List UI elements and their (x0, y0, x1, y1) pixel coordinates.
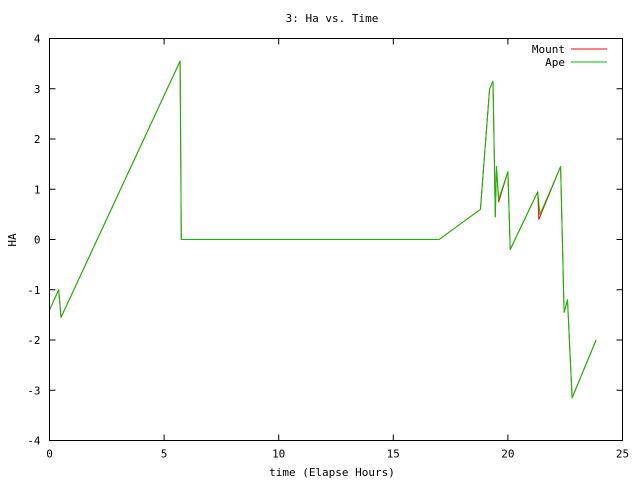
legend-label: Mount (532, 43, 565, 56)
y-tick-label: 4 (34, 33, 41, 46)
x-tick-label: 20 (501, 448, 514, 461)
y-tick-label: 3 (34, 83, 41, 96)
y-tick-label: 2 (34, 133, 41, 146)
y-tick-label: -4 (27, 435, 41, 448)
x-tick-label: 15 (387, 448, 400, 461)
y-tick-label: -1 (27, 284, 40, 297)
x-axis-label: time (Elapse Hours) (269, 466, 395, 479)
y-tick-label: -3 (27, 384, 40, 397)
y-tick-label: 0 (34, 234, 41, 247)
x-tick-label: 5 (161, 448, 168, 461)
x-tick-label: 0 (46, 448, 53, 461)
series-line-ape (49, 60, 597, 399)
y-tick-label: 1 (34, 183, 41, 196)
legend-label: Ape (545, 56, 565, 69)
series-line-mount (49, 60, 597, 399)
x-tick-label: 10 (272, 448, 285, 461)
y-axis-label: HA (6, 233, 19, 247)
plot-lines (49, 60, 597, 399)
y-tick-label: -2 (27, 334, 40, 347)
chart-title: 3: Ha vs. Time (286, 12, 379, 25)
x-tick-label: 25 (616, 448, 629, 461)
plot-frame (49, 38, 623, 441)
axis-ticks: 0 5 10 15 20 25 -4 -3 -2 -1 0 1 2 3 4 (27, 33, 629, 461)
